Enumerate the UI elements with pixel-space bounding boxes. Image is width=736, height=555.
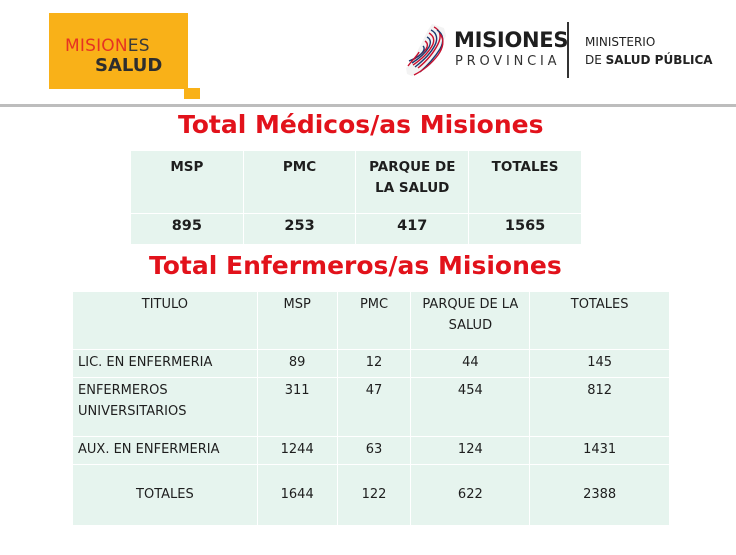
- misiones-brand-text: MISIONES: [454, 28, 569, 52]
- misiones-map-fingerprint-icon: [406, 24, 446, 76]
- header-text: PMC: [359, 297, 389, 312]
- cell-msp: 311: [256, 377, 338, 437]
- ministry-prefix: DE: [585, 53, 606, 67]
- column-header-titulo: TITULO: [72, 291, 258, 350]
- column-header-msp: MSP: [256, 291, 338, 350]
- cell-msp: 1644: [256, 464, 338, 526]
- totals-row: TOTALES 1644 122 622 2388: [72, 464, 670, 526]
- header-text: SALUD: [448, 318, 493, 333]
- medicos-title: Total Médicos/as Misiones: [178, 110, 544, 139]
- column-header-totales: TOTALES: [529, 291, 670, 350]
- salud-publica-text: DE SALUD PÚBLICA: [585, 54, 713, 66]
- column-header-pmc: PMC: [336, 291, 412, 350]
- header-text: TOTALES: [491, 159, 559, 175]
- cell-pmc: 122: [336, 464, 412, 526]
- cell-parque: 454: [410, 377, 531, 437]
- logo-divider: [567, 22, 569, 78]
- titulo-text: LIC. EN ENFERMERIA: [78, 355, 213, 370]
- column-header-parque: PARQUE DE LA SALUD: [410, 291, 531, 350]
- enfermeros-header-row: TITULO MSP PMC PARQUE DE LA SALUD TOTALES: [72, 291, 670, 350]
- cell-titulo: ENFERMEROS UNIVERSITARIOS: [72, 377, 258, 437]
- header-text: MSP: [170, 159, 204, 175]
- titulo-text: AUX. EN ENFERMERIA: [78, 442, 220, 457]
- column-header-pmc: PMC: [242, 150, 357, 214]
- medicos-values-row: 895 253 417 1565: [130, 213, 582, 245]
- cell-pmc: 63: [336, 436, 412, 465]
- header-text: PARQUE DE LA: [422, 297, 519, 312]
- medicos-header-row: MSP PMC PARQUE DE LA SALUD TOTALES: [130, 150, 582, 214]
- header-text: PMC: [282, 159, 317, 175]
- logo-mision-text: MISION: [65, 36, 128, 56]
- header-divider: [0, 104, 736, 107]
- cell-titulo: LIC. EN ENFERMERIA: [72, 349, 258, 378]
- misiones-es-salud-logo: MISIONES SALUD: [49, 13, 200, 99]
- ministerio-text: MINISTERIO: [585, 35, 656, 49]
- enfermeros-table: TITULO MSP PMC PARQUE DE LA SALUD TOTALES…: [72, 291, 670, 526]
- table-row: LIC. EN ENFERMERIA 89 12 44 145: [72, 349, 670, 378]
- provincia-text: PROVINCIA: [455, 54, 561, 69]
- titulo-text: ENFERMEROS: [78, 383, 168, 398]
- titulo-text: UNIVERSITARIOS: [78, 404, 187, 419]
- cell-pmc: 12: [336, 349, 412, 378]
- column-header-parque: PARQUE DE LA SALUD: [355, 150, 470, 214]
- misiones-provincia-ministerio-logo: MISIONES PROVINCIA MINISTERIO DE SALUD P…: [404, 18, 714, 82]
- logo-notch: [184, 88, 200, 99]
- header-text: LA SALUD: [375, 180, 450, 196]
- cell-pmc: 253: [242, 213, 357, 245]
- cell-totales: 2388: [529, 464, 670, 526]
- cell-titulo: TOTALES: [72, 464, 258, 526]
- header-text: MSP: [283, 297, 311, 312]
- cell-totales: 1431: [529, 436, 670, 465]
- logo-es-text: ES: [127, 36, 150, 56]
- cell-totales: 145: [529, 349, 670, 378]
- column-header-totales: TOTALES: [468, 150, 582, 214]
- cell-totales: 1565: [468, 213, 582, 245]
- logo-salud-text: SALUD: [95, 55, 163, 76]
- table-row: AUX. EN ENFERMERIA 1244 63 124 1431: [72, 436, 670, 465]
- header-text: TOTALES: [570, 297, 629, 312]
- header-text: PARQUE DE: [369, 159, 456, 175]
- header-text: TITULO: [141, 297, 188, 312]
- titulo-text: TOTALES: [136, 487, 194, 502]
- table-row: ENFERMEROS UNIVERSITARIOS 311 47 454 812: [72, 377, 670, 437]
- cell-parque: 622: [410, 464, 531, 526]
- cell-msp: 89: [256, 349, 338, 378]
- enfermeros-title: Total Enfermeros/as Misiones: [149, 251, 562, 280]
- cell-parque: 44: [410, 349, 531, 378]
- cell-msp: 895: [130, 213, 244, 245]
- cell-parque: 124: [410, 436, 531, 465]
- medicos-table: MSP PMC PARQUE DE LA SALUD TOTALES 895 25…: [130, 150, 582, 245]
- cell-titulo: AUX. EN ENFERMERIA: [72, 436, 258, 465]
- cell-pmc: 47: [336, 377, 412, 437]
- cell-totales: 812: [529, 377, 670, 437]
- cell-parque: 417: [355, 213, 470, 245]
- cell-msp: 1244: [256, 436, 338, 465]
- logo-line1: MISIONES: [65, 38, 150, 55]
- ministry-bold: SALUD PÚBLICA: [605, 53, 713, 67]
- column-header-msp: MSP: [130, 150, 244, 214]
